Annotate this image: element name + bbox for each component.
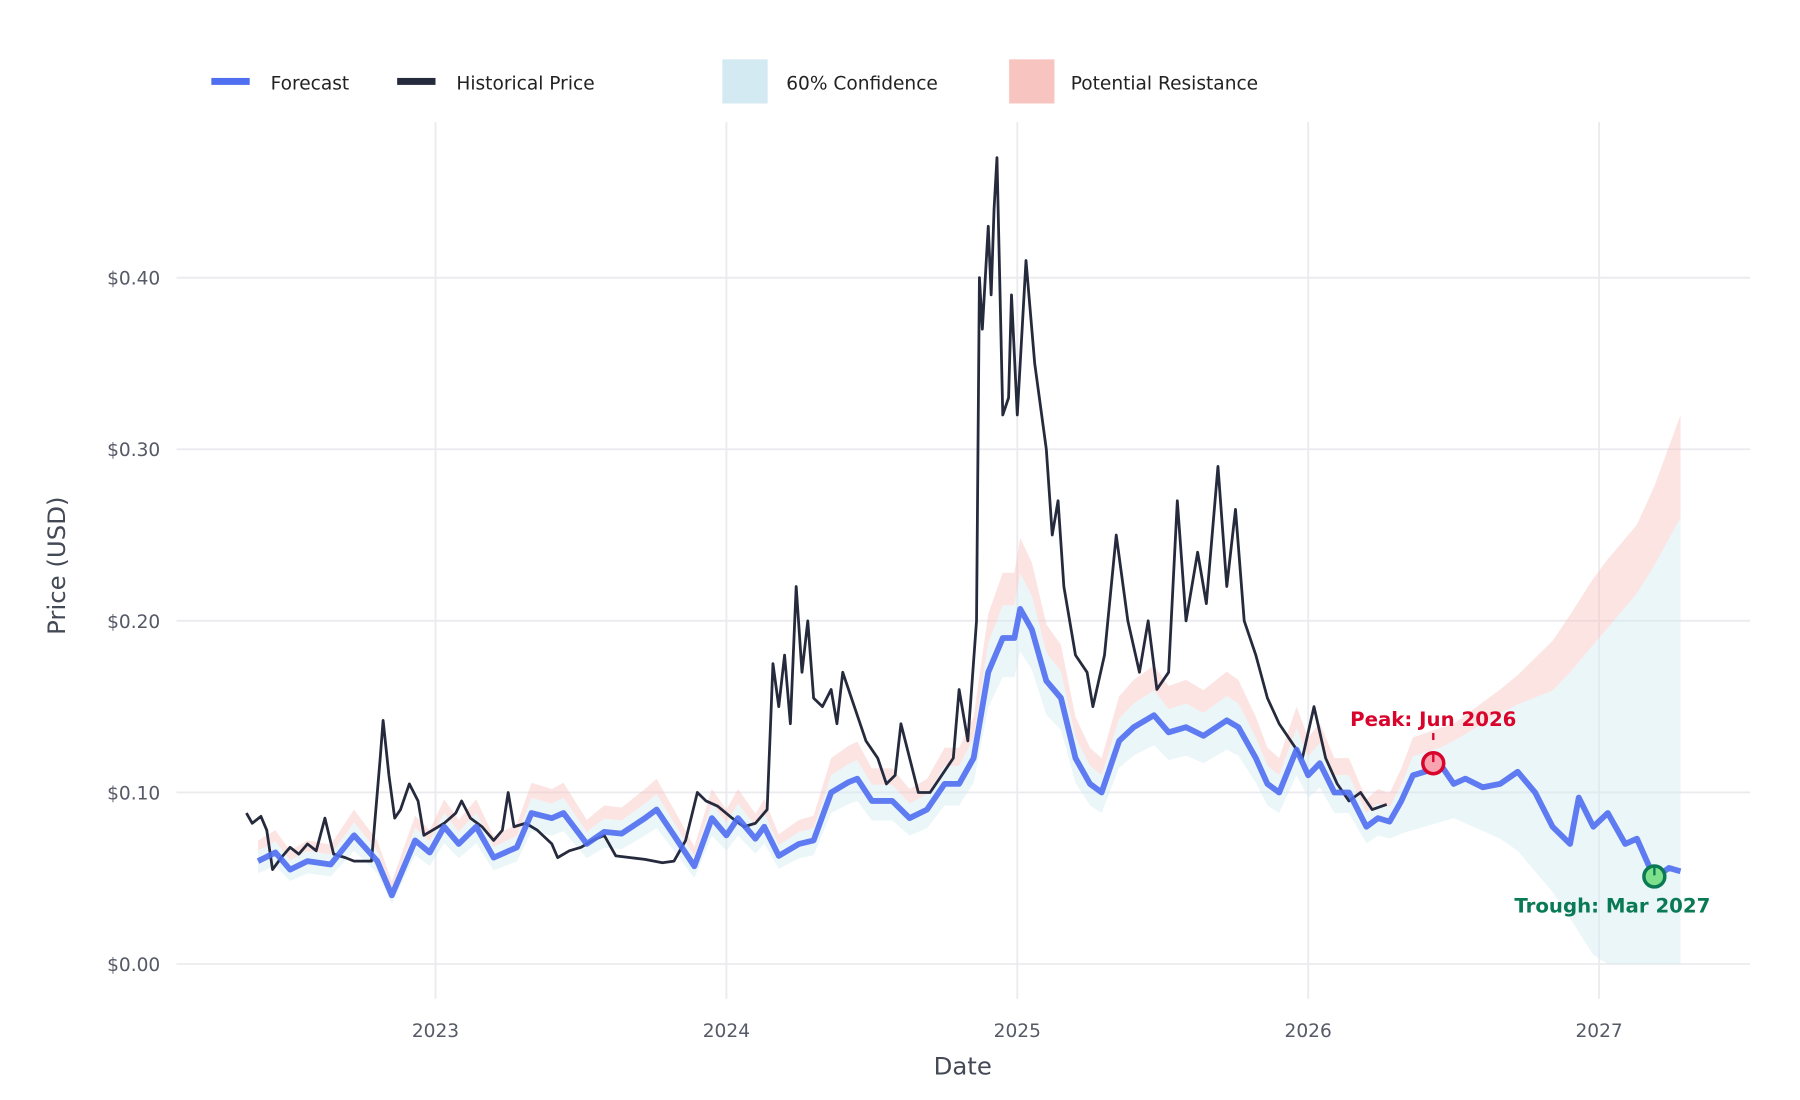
grid xyxy=(176,122,1751,999)
x-tick-label: 2027 xyxy=(1575,1021,1622,1042)
legend-swatch-historical xyxy=(397,77,436,85)
legend-swatch-resistance xyxy=(1009,59,1055,104)
ticks: $0.00 $0.10 $0.20 $0.30 $0.40 2023 2024 2025 202… xyxy=(107,269,1623,1043)
trough-label: Trough: Mar 2027 xyxy=(1514,894,1710,917)
legend-swatch-confidence xyxy=(722,59,768,104)
x-tick-label: 2024 xyxy=(703,1021,750,1042)
y-tick-label: $0.10 xyxy=(107,783,160,804)
series-lines xyxy=(245,156,1682,899)
y-tick-label: $0.40 xyxy=(107,269,160,290)
legend-label-forecast: Forecast xyxy=(271,74,350,95)
historical-price-line xyxy=(245,156,1388,871)
peak-label: Peak: Jun 2026 xyxy=(1350,708,1516,731)
legend-label-resistance: Potential Resistance xyxy=(1071,74,1258,95)
x-tick-label: 2025 xyxy=(994,1021,1041,1042)
legend: Forecast Historical Price 60% Confidence… xyxy=(211,59,1258,104)
x-tick-label: 2026 xyxy=(1285,1021,1332,1042)
x-tick-label: 2023 xyxy=(412,1021,459,1042)
y-axis-title: Price (USD) xyxy=(42,497,71,635)
legend-swatch-forecast xyxy=(211,77,250,85)
y-tick-label: $0.30 xyxy=(107,440,160,461)
bands xyxy=(258,414,1681,964)
y-tick-label: $0.00 xyxy=(107,955,160,976)
legend-label-historical: Historical Price xyxy=(456,74,594,95)
forecast-line xyxy=(256,605,1682,899)
annotations: Peak: Jun 2026 Trough: Mar 2027 xyxy=(1350,708,1710,917)
y-tick-label: $0.20 xyxy=(107,612,160,633)
x-axis-title: Date xyxy=(934,1051,992,1080)
legend-label-confidence: 60% Confidence xyxy=(786,74,938,95)
